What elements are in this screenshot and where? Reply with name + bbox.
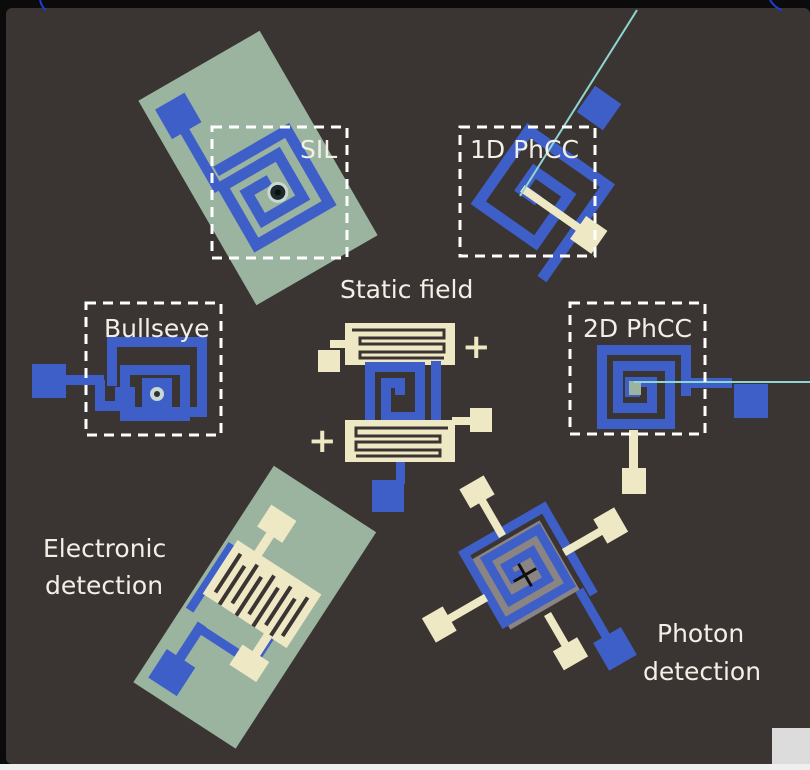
phcc-2d-crystal bbox=[629, 381, 641, 395]
bottom-edge bbox=[0, 764, 810, 770]
phcc-2d-dashed-box bbox=[568, 301, 707, 436]
phcc-1d-label: 1D PhCC bbox=[470, 135, 579, 164]
frame-corner-curve-left bbox=[39, 0, 47, 11]
static-field-lower-pad bbox=[470, 408, 492, 432]
electronic-detection-label-line2: detection bbox=[45, 571, 163, 600]
electronic-pad-left bbox=[257, 504, 297, 543]
phcc-1d-bond-pad bbox=[576, 85, 622, 131]
static-field-upper-arm bbox=[330, 340, 348, 348]
phcc-2d-label: 2D PhCC bbox=[583, 314, 692, 343]
photon-pad-bottom bbox=[552, 637, 589, 671]
electronic-arm-left bbox=[253, 530, 275, 558]
photon-lead bbox=[575, 587, 611, 640]
static-field-bond-pad bbox=[372, 480, 404, 512]
frame-corner-curve-right bbox=[769, 0, 783, 11]
phcc-1d-electrode-arm bbox=[520, 185, 583, 232]
photon-pad-top bbox=[459, 475, 495, 509]
photon-pad-right bbox=[593, 507, 629, 544]
bullseye-bond-pad bbox=[32, 364, 66, 398]
phcc-2d-bond-pad bbox=[734, 384, 768, 418]
phcc-1d-spiral bbox=[470, 122, 615, 283]
square-button-icon[interactable] bbox=[772, 728, 810, 766]
static-field-lead bbox=[396, 462, 405, 484]
phcc-1d-electrode-pad bbox=[570, 215, 608, 254]
sil-label: SIL bbox=[300, 135, 337, 164]
phcc-2d-device: 2D PhCC bbox=[568, 301, 810, 494]
sil-bond-pad bbox=[155, 92, 202, 140]
static-field-lower-comb bbox=[354, 426, 448, 458]
bullseye-dashed-box bbox=[84, 301, 223, 437]
bullseye-inner bbox=[120, 365, 190, 421]
sil-spiral bbox=[213, 122, 337, 253]
sil-lens-core bbox=[274, 189, 281, 196]
photon-arm-top bbox=[474, 490, 506, 539]
phcc-1d-dashed-box bbox=[458, 125, 597, 258]
photon-detection-label-line1: Photon bbox=[657, 619, 744, 648]
phcc-2d-electrode-pad bbox=[622, 468, 646, 494]
bullseye-center-dot bbox=[154, 391, 160, 397]
static-field-plus-lower: + bbox=[308, 421, 337, 461]
static-field-plus-upper: + bbox=[462, 327, 491, 367]
static-field-upper-comb bbox=[352, 328, 446, 360]
phcc-2d-electrode-stem bbox=[629, 430, 638, 470]
electronic-detection-label-line1: Electronic bbox=[43, 534, 166, 563]
photon-spiral bbox=[457, 501, 598, 629]
bullseye-lead bbox=[64, 375, 104, 385]
static-field-device: Static field + + bbox=[308, 275, 492, 512]
static-field-upper-pad bbox=[318, 350, 340, 372]
bullseye-device: Bullseye bbox=[32, 301, 223, 437]
sil-dashed-box bbox=[210, 125, 349, 260]
photon-detection-label-line2: detection bbox=[643, 657, 761, 686]
phcc-1d-device: 1D PhCC bbox=[458, 9, 638, 283]
phcc-1d-fiber bbox=[519, 9, 638, 197]
electronic-pad-right bbox=[229, 644, 270, 683]
electronic-detection-device: Electronic detection bbox=[43, 465, 377, 749]
static-field-lower-arm bbox=[452, 417, 474, 425]
sil-device: SIL bbox=[138, 30, 378, 306]
electronic-comb bbox=[213, 552, 310, 639]
photon-bond-pad bbox=[593, 627, 637, 671]
static-field-label: Static field bbox=[340, 275, 473, 304]
photon-pad-left bbox=[421, 606, 457, 643]
electronic-arm-right bbox=[250, 631, 273, 659]
photon-crosshair bbox=[512, 562, 538, 588]
photon-detection-device: Photon detection bbox=[421, 475, 761, 686]
bullseye-label: Bullseye bbox=[104, 314, 209, 343]
photon-arm-left bbox=[440, 594, 489, 626]
photon-arm-right bbox=[561, 524, 610, 556]
photon-arm-bottom bbox=[544, 611, 571, 651]
phcc-2d-spiral bbox=[597, 345, 691, 429]
